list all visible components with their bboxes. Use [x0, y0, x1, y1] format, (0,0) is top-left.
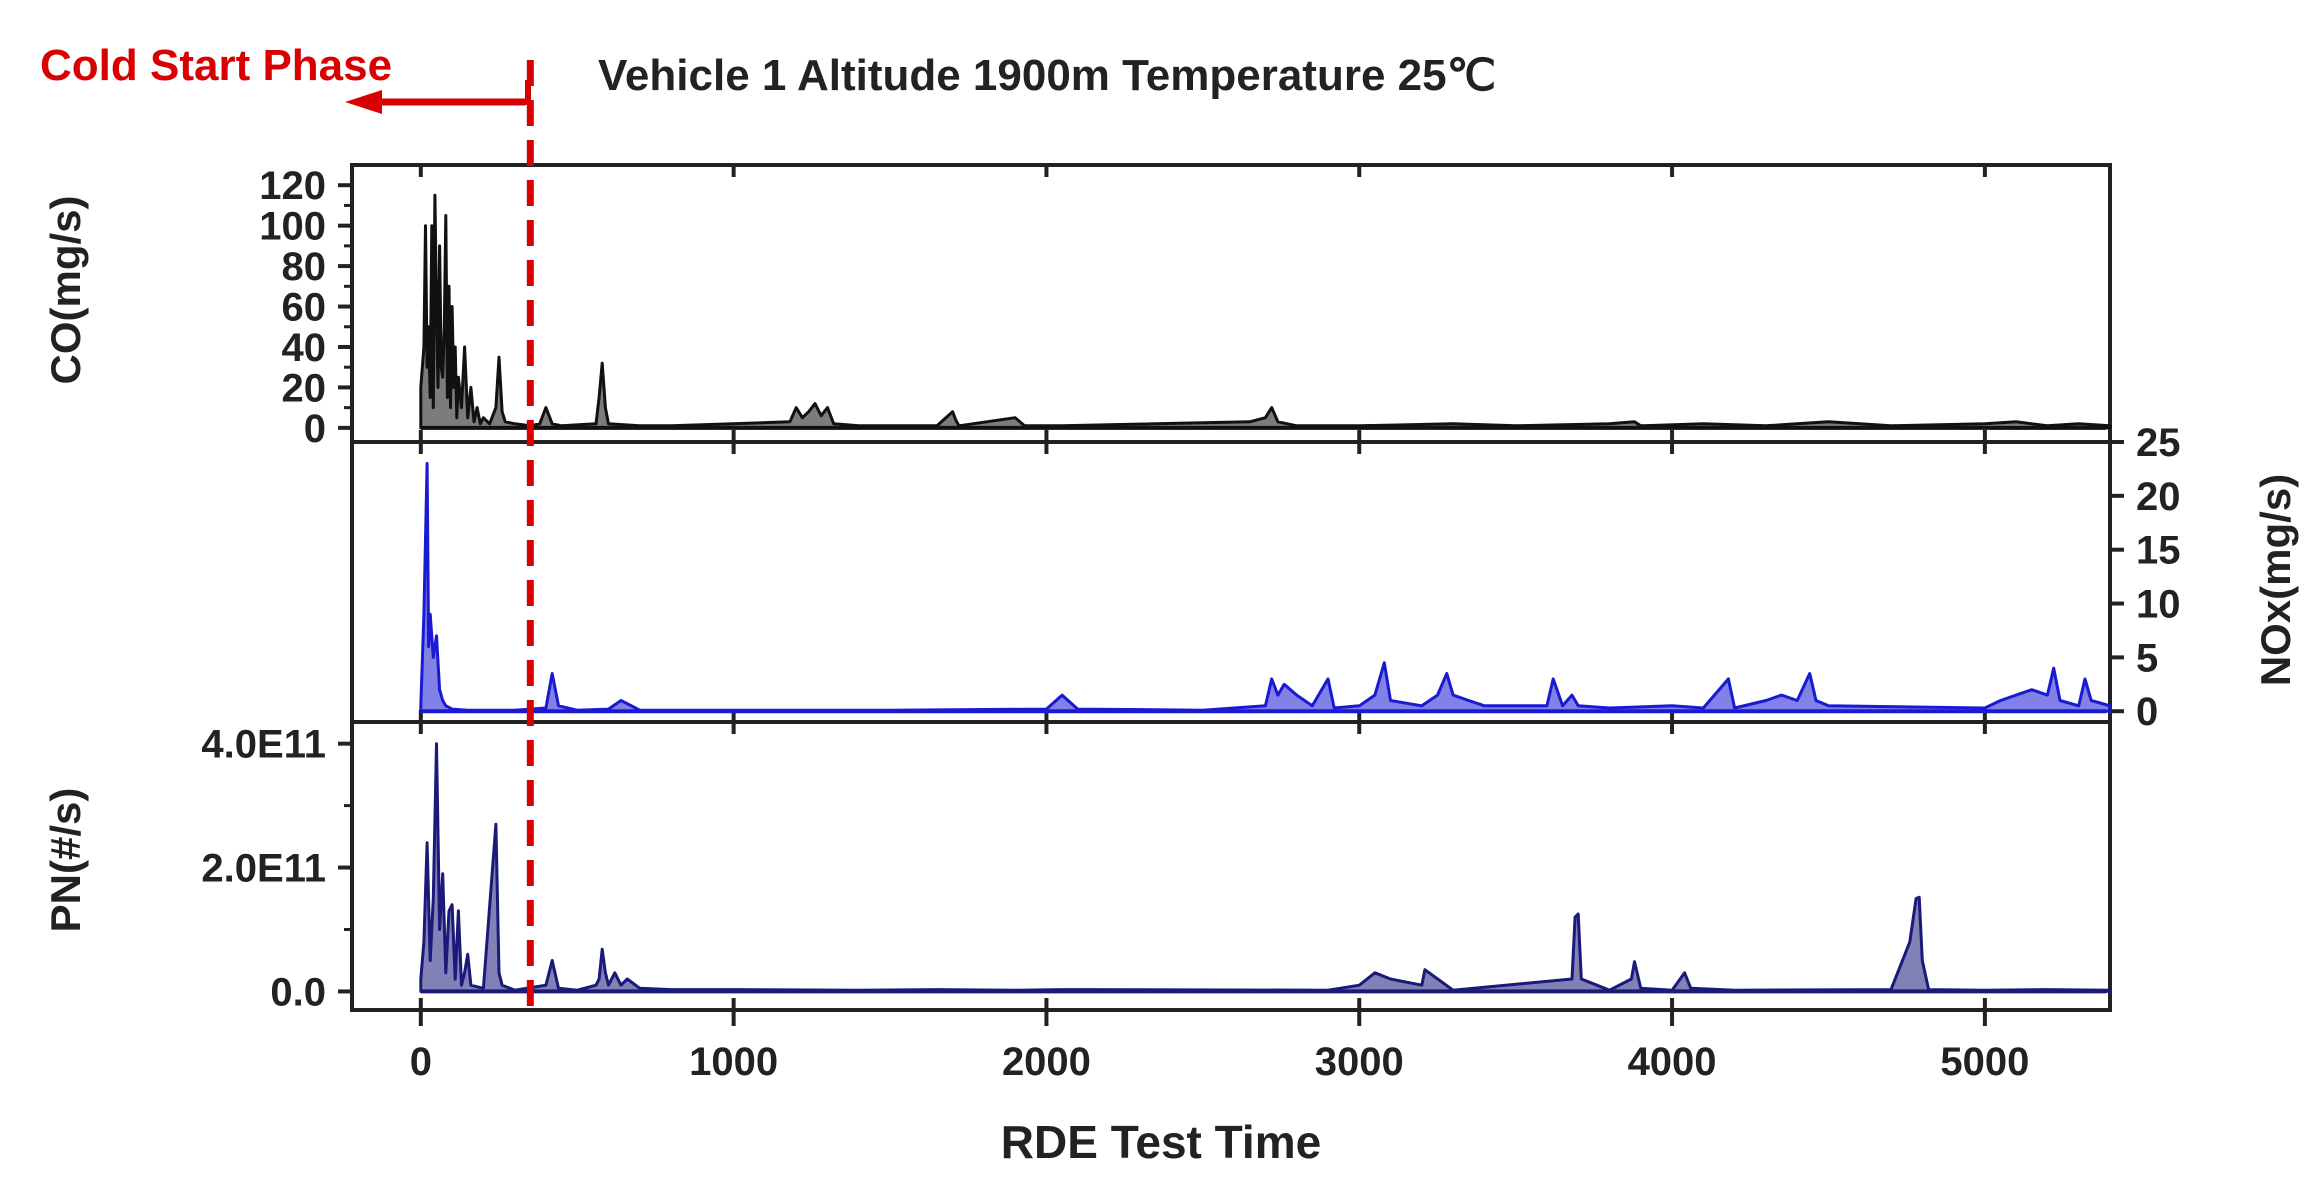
co-y-tick-label: 0: [304, 407, 326, 451]
x-tick-label: 4000: [1628, 1040, 1717, 1084]
nox-y-tick-label: 15: [2136, 529, 2181, 573]
co-y-tick-label: 40: [282, 326, 327, 370]
pn-y-tick-label: 4.0E11: [201, 723, 326, 767]
nox-y-axis-label: NOx(mg/s): [2252, 474, 2299, 686]
x-tick-label: 0: [410, 1040, 432, 1084]
co-y-tick-label: 60: [282, 286, 327, 330]
x-tick-label: 2000: [1002, 1040, 1091, 1084]
co-y-tick-label: 20: [282, 366, 327, 410]
nox-y-tick-label: 0: [2136, 690, 2158, 734]
x-tick-label: 1000: [689, 1040, 778, 1084]
co-y-tick-label: 120: [259, 164, 326, 208]
x-tick-label: 5000: [1940, 1040, 2029, 1084]
co-y-tick-label: 80: [282, 245, 327, 289]
x-axis: 0 1000 2000 3000 4000 5000: [410, 1010, 2029, 1084]
nox-y-tick-label: 25: [2136, 421, 2181, 465]
nox-panel: 0 5 10 15 20 25: [350, 421, 2181, 734]
pn-series-line: [419, 742, 2112, 993]
co-plot-frame: [350, 163, 2112, 444]
co-y-axis-label: CO(mg/s): [42, 196, 89, 385]
x-tick-label: 3000: [1315, 1040, 1404, 1084]
pn-y-tick-label: 0.0: [270, 970, 326, 1014]
nox-series-line: [419, 462, 2112, 713]
co-y-tick-label: 100: [259, 205, 326, 249]
chart-title: Vehicle 1 Altitude 1900m Temperature 25℃: [598, 51, 1496, 100]
nox-y-tick-label: 20: [2136, 475, 2181, 519]
co-series-line: [419, 193, 2112, 430]
pn-panel: 0.0 2.0E11 4.0E11: [201, 720, 2112, 1014]
nox-plot-frame: [350, 440, 2112, 724]
pn-plot-frame: [350, 720, 2112, 1012]
cold-start-label: Cold Start Phase: [40, 41, 392, 90]
nox-y-tick-label: 10: [2136, 583, 2181, 627]
pn-y-axis-label: PN(#/s): [42, 788, 89, 933]
pn-y-tick-label: 2.0E11: [201, 847, 326, 891]
x-axis-label: RDE Test Time: [1001, 1116, 1321, 1168]
nox-y-tick-label: 5: [2136, 636, 2158, 680]
